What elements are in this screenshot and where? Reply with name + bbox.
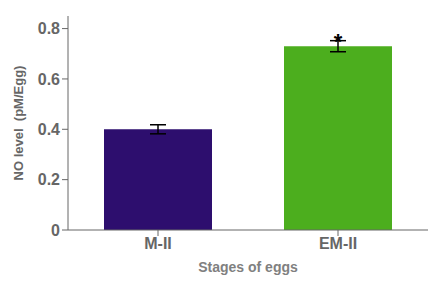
svg-text:0: 0 [51,222,60,239]
svg-text:Stages of eggs: Stages of eggs [198,259,298,275]
svg-text:M-II: M-II [144,235,172,252]
svg-text:0.6: 0.6 [38,71,60,88]
svg-text:*: * [334,29,343,54]
svg-text:EM-II: EM-II [319,235,357,252]
svg-text:0.4: 0.4 [38,121,60,138]
svg-text:0.2: 0.2 [38,171,60,188]
svg-text:0.8: 0.8 [38,20,60,37]
svg-text:NO level (pM/Egg): NO level (pM/Egg) [11,66,26,181]
